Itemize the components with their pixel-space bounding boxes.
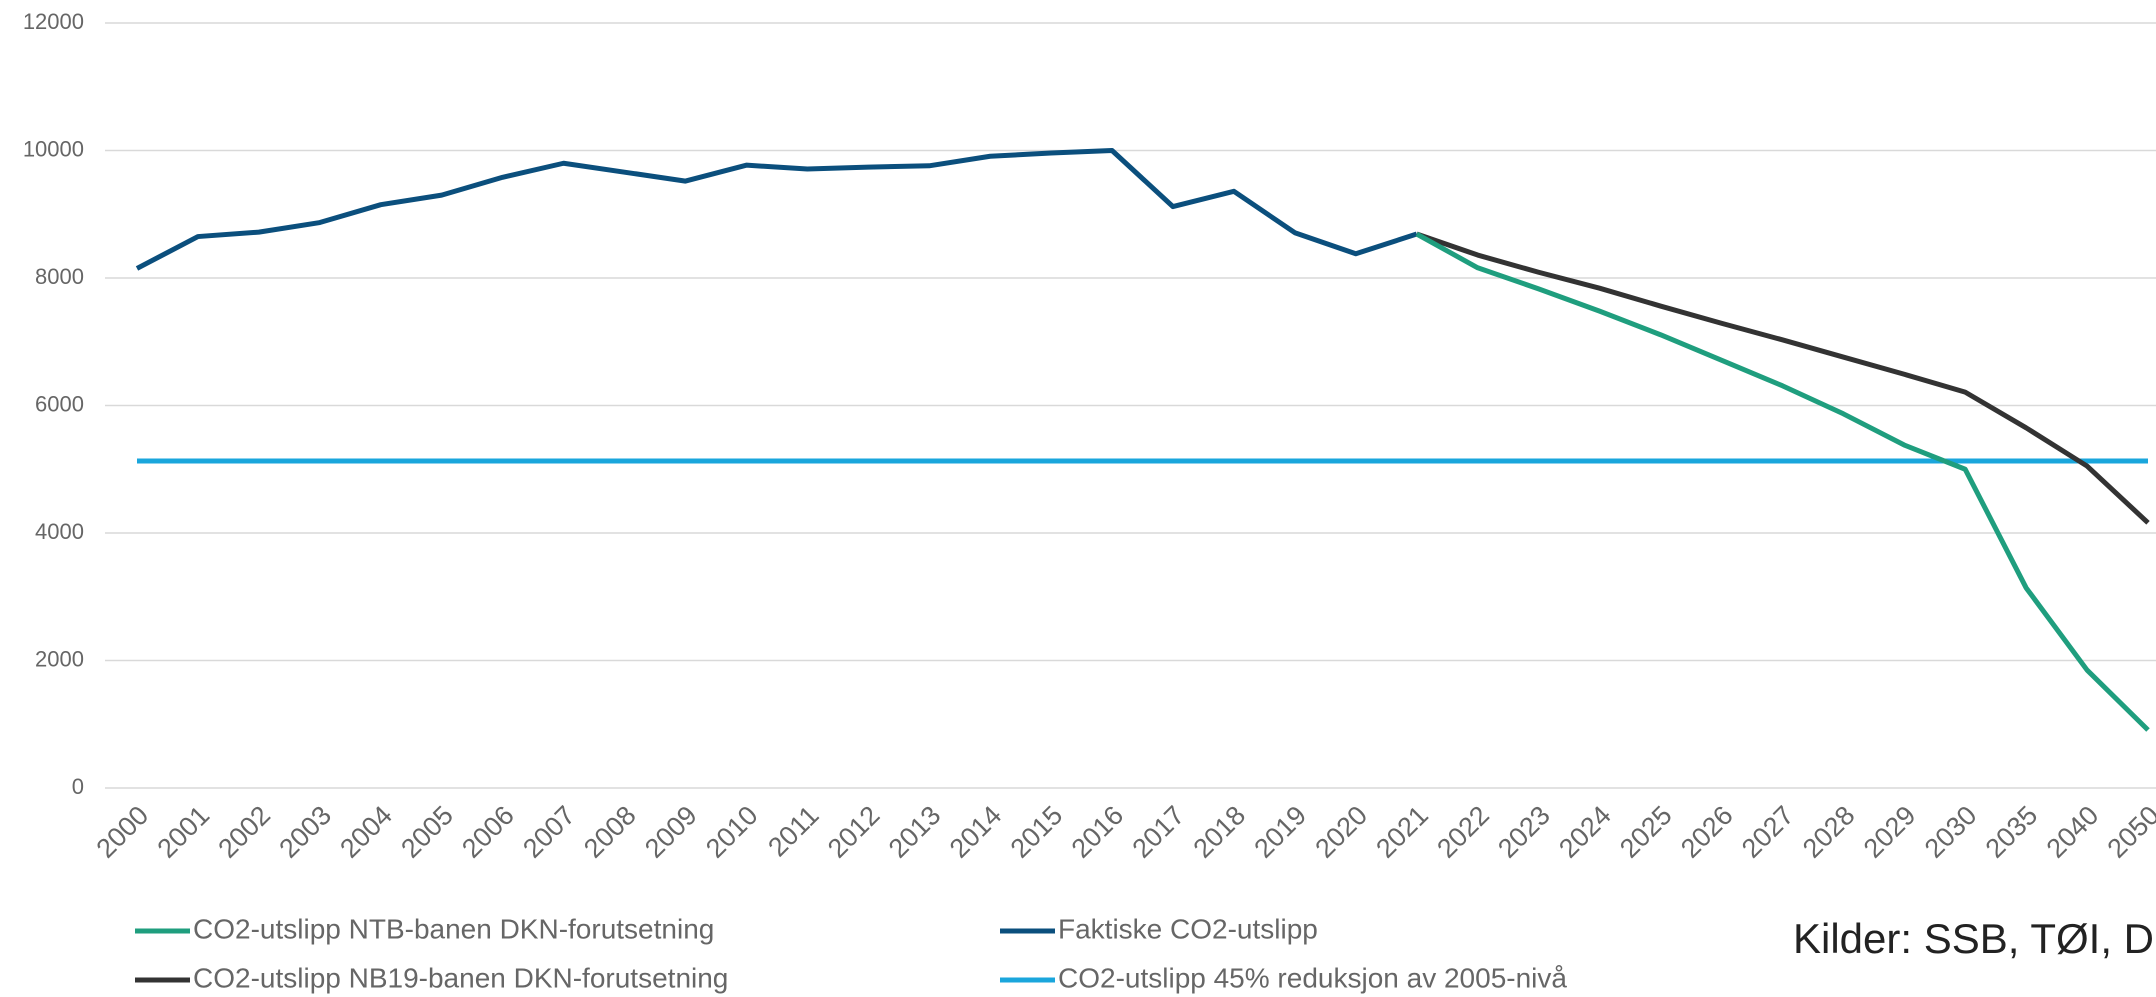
x-tick-label: 2026 — [1675, 800, 1739, 864]
y-tick-label: 4000 — [35, 519, 84, 544]
x-tick-label: 2023 — [1492, 800, 1556, 864]
x-tick-label: 2004 — [334, 800, 398, 864]
x-tick-label: 2017 — [1127, 800, 1191, 864]
x-tick-label: 2018 — [1187, 800, 1251, 864]
x-tick-label: 2019 — [1248, 800, 1312, 864]
x-tick-label: 2005 — [395, 800, 459, 864]
series-line — [135, 148, 1418, 271]
x-tick-label: 2029 — [1858, 800, 1922, 864]
x-tick-label: 2014 — [944, 800, 1008, 864]
legend-label: Faktiske CO2-utslipp — [1058, 913, 1318, 944]
x-tick-label: 2010 — [700, 800, 764, 864]
x-tick-label: 2021 — [1370, 800, 1434, 864]
x-tick-label: 2011 — [762, 800, 824, 862]
x-tick-label: 2024 — [1553, 800, 1617, 864]
x-tick-label: 2016 — [1066, 800, 1130, 864]
x-tick-label: 2009 — [639, 800, 703, 864]
x-tick-label: 2015 — [1005, 800, 1069, 864]
y-tick-label: 6000 — [35, 391, 84, 416]
x-tick-label: 2050 — [2102, 800, 2156, 864]
x-tick-label: 2025 — [1614, 800, 1678, 864]
legend-label: CO2-utslipp NB19-banen DKN-forutsetning — [193, 962, 728, 993]
y-tick-label: 10000 — [23, 136, 84, 161]
y-tick-label: 0 — [72, 774, 84, 799]
x-tick-label: 2002 — [212, 800, 276, 864]
legend-label: CO2-utslipp 45% reduksjon av 2005-nivå — [1058, 962, 1567, 993]
x-tick-label: 2008 — [578, 800, 642, 864]
x-tick-label: 2003 — [273, 800, 337, 864]
x-tick-label: 2001 — [152, 800, 216, 864]
source-note: Kilder: SSB, TØI, D — [1793, 915, 2154, 962]
x-tick-label: 2020 — [1309, 800, 1373, 864]
x-tick-label: 2028 — [1797, 800, 1861, 864]
x-tick-label: 2006 — [456, 800, 520, 864]
y-tick-label: 8000 — [35, 264, 84, 289]
x-tick-label: 2007 — [517, 800, 581, 864]
x-tick-label: 2027 — [1736, 800, 1800, 864]
x-tick-label: 2022 — [1431, 800, 1495, 864]
x-tick-label: 2013 — [883, 800, 947, 864]
x-tick-label: 2000 — [91, 800, 155, 864]
series-line — [1415, 231, 2150, 525]
series-line — [1415, 231, 2150, 732]
legend-label: CO2-utslipp NTB-banen DKN-forutsetning — [193, 913, 714, 944]
x-tick-label: 2040 — [2041, 800, 2105, 864]
x-tick-label: 2012 — [822, 800, 886, 864]
x-tick-label: 2030 — [1919, 800, 1983, 864]
y-tick-label: 2000 — [35, 646, 84, 671]
y-tick-label: 12000 — [23, 9, 84, 34]
x-tick-label: 2035 — [1980, 800, 2044, 864]
